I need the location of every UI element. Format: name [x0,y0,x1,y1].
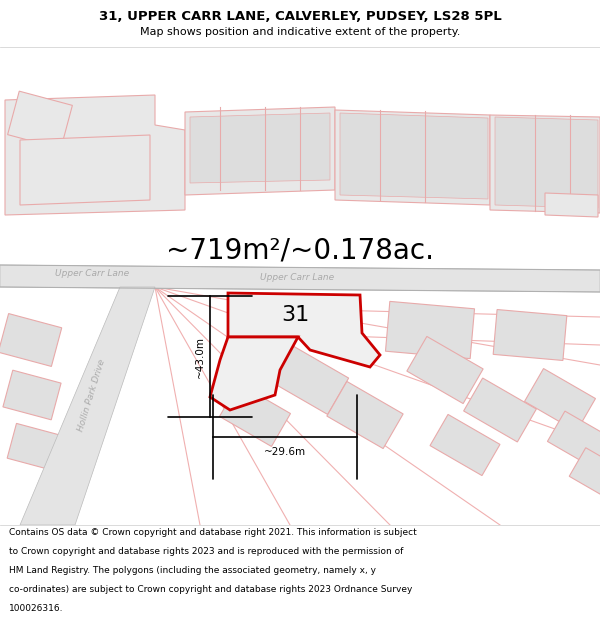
Polygon shape [524,369,595,431]
Polygon shape [547,411,600,469]
Polygon shape [385,301,475,359]
Polygon shape [495,117,598,208]
Text: Map shows position and indicative extent of the property.: Map shows position and indicative extent… [140,27,460,37]
Polygon shape [327,381,403,449]
Text: ~43.0m: ~43.0m [195,336,205,377]
Polygon shape [490,115,600,213]
Polygon shape [190,113,330,183]
Polygon shape [185,107,335,195]
Polygon shape [464,378,536,442]
Text: 31: 31 [281,305,309,325]
Polygon shape [493,309,567,361]
Text: co-ordinates) are subject to Crown copyright and database rights 2023 Ordnance S: co-ordinates) are subject to Crown copyr… [9,585,412,594]
Text: Hollin Park Drive: Hollin Park Drive [77,357,107,432]
Polygon shape [20,287,155,525]
Text: Contains OS data © Crown copyright and database right 2021. This information is : Contains OS data © Crown copyright and d… [9,528,417,537]
Polygon shape [0,314,62,366]
Polygon shape [271,346,349,414]
Polygon shape [3,370,61,420]
Polygon shape [5,95,185,215]
Polygon shape [228,293,380,367]
Text: ~719m²/~0.178ac.: ~719m²/~0.178ac. [166,236,434,264]
Text: 31, UPPER CARR LANE, CALVERLEY, PUDSEY, LS28 5PL: 31, UPPER CARR LANE, CALVERLEY, PUDSEY, … [98,11,502,23]
Text: Upper Carr Lane: Upper Carr Lane [260,272,334,281]
Text: Upper Carr Lane: Upper Carr Lane [55,269,129,279]
Polygon shape [335,110,490,205]
Text: ~29.6m: ~29.6m [264,447,306,457]
Polygon shape [7,423,63,471]
Text: to Crown copyright and database rights 2023 and is reproduced with the permissio: to Crown copyright and database rights 2… [9,547,403,556]
Polygon shape [340,113,488,199]
Polygon shape [0,265,600,292]
Text: 100026316.: 100026316. [9,604,64,613]
Polygon shape [569,448,600,503]
Text: HM Land Registry. The polygons (including the associated geometry, namely x, y: HM Land Registry. The polygons (includin… [9,566,376,575]
Polygon shape [20,135,150,205]
Polygon shape [8,91,73,149]
Polygon shape [407,336,483,404]
Polygon shape [545,193,598,217]
Polygon shape [220,384,290,446]
Polygon shape [430,414,500,476]
Polygon shape [210,337,298,410]
